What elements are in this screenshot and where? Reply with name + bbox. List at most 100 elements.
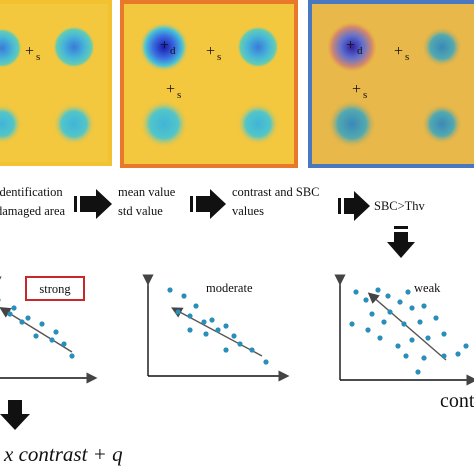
- thermal-image-panel-2: + d + s + s: [120, 0, 298, 168]
- panel-2-plus-mark-3: +: [166, 81, 175, 98]
- panel-2-frame: [120, 0, 298, 168]
- scatter-plot-moderate: moderate: [142, 274, 290, 382]
- scatter-point: [395, 343, 401, 349]
- scatter-point: [237, 341, 243, 347]
- panel-3-spot-bottom-right: [422, 104, 462, 144]
- scatter-point: [201, 319, 207, 325]
- scatter-point: [11, 305, 17, 311]
- scatter-point: [7, 311, 13, 317]
- scatter-point: [441, 331, 447, 337]
- scatter-point: [401, 321, 407, 327]
- scatter-point: [223, 347, 229, 353]
- arrow-right-icon: [190, 189, 226, 219]
- scatter-point: [49, 337, 55, 343]
- scatter-point: [405, 289, 411, 295]
- scatter-point: [33, 333, 39, 339]
- panel-1-spot-top-left: [0, 28, 22, 68]
- panel-2-marker-3: s: [177, 89, 181, 101]
- scatter-point: [421, 303, 427, 309]
- scatter-point: [349, 321, 355, 327]
- scatter-point: [175, 309, 181, 315]
- scatter-point: [441, 353, 447, 359]
- arrow-down-icon: [387, 226, 415, 258]
- scatter-point: [193, 303, 199, 309]
- panel-3-frame: [308, 0, 474, 168]
- panel-2-spot-bottom-left: [140, 100, 188, 148]
- scatter-point: [25, 315, 31, 321]
- scatter-point: [377, 335, 383, 341]
- panel-1-spot-bottom-left: [0, 104, 22, 144]
- plot-2-points: [167, 287, 269, 365]
- strong-label-box: [25, 276, 85, 301]
- panel-3-spot-top-right: [422, 27, 462, 67]
- plot-1-points: [0, 298, 75, 359]
- step-4-label: SBC>Thv: [374, 199, 426, 213]
- scatter-point: [181, 293, 187, 299]
- arrow-right-icon: [338, 191, 370, 221]
- scatter-point: [167, 287, 173, 293]
- panel-2-spot-damaged: [139, 22, 189, 72]
- scatter-point: [53, 329, 59, 335]
- scatter-point: [397, 299, 403, 305]
- plot-3-label: weak: [414, 281, 441, 295]
- panel-1-spot-top-right: [53, 26, 95, 68]
- scatter-point: [363, 297, 369, 303]
- panel-3-background: [308, 0, 474, 168]
- panel-3-plus-mark-2: +: [394, 43, 403, 60]
- thermal-image-panel-1: + s: [0, 0, 112, 166]
- panel-2-plus-mark-1: +: [160, 37, 169, 54]
- scatter-point: [425, 335, 431, 341]
- step-1-line-1: identification: [0, 185, 63, 199]
- step-3-line-1: contrast and SBC: [232, 185, 320, 199]
- scatter-point: [249, 347, 255, 353]
- scatter-point: [421, 355, 427, 361]
- step-1-line-2: damaged area: [0, 204, 66, 218]
- scatter-plot-weak: weak: [334, 274, 474, 386]
- scatter-point: [223, 323, 229, 329]
- regression-formula: x contrast + q: [3, 442, 123, 466]
- scatter-point: [387, 309, 393, 315]
- panel-3-spot-damaged: [327, 22, 377, 72]
- scatter-point: [375, 287, 381, 293]
- scatter-point: [433, 315, 439, 321]
- arrow-right-icon: [74, 189, 112, 219]
- panel-3-marker-2: s: [405, 51, 409, 63]
- scatter-point: [187, 327, 193, 333]
- plot-1-trend-line: [0, 307, 73, 353]
- panel-3-marker-3: s: [363, 89, 367, 101]
- scatter-point: [263, 359, 269, 365]
- panel-2-spot-top-right: [237, 26, 279, 68]
- scatter-point: [365, 327, 371, 333]
- scatter-plot-strong: strong: [0, 276, 98, 384]
- panel-3-plus-mark-1: +: [346, 37, 355, 54]
- scatter-point: [403, 353, 409, 359]
- scatter-point: [39, 321, 45, 327]
- scatter-point: [409, 337, 415, 343]
- thermal-image-panel-3: + d + s + s: [308, 0, 474, 168]
- step-2-line-1: mean value: [118, 185, 176, 199]
- panel-3-marker-1: d: [357, 45, 363, 57]
- scatter-point: [385, 293, 391, 299]
- scatter-point: [215, 327, 221, 333]
- scatter-point: [209, 317, 215, 323]
- scatter-point: [0, 298, 1, 302]
- panel-2-spot-bottom-right: [237, 103, 279, 145]
- scatter-point: [455, 351, 461, 357]
- panel-1-plus-mark: +: [25, 43, 34, 60]
- panel-1-frame: [0, 0, 112, 166]
- panel-2-marker-2: s: [217, 51, 221, 63]
- scatter-point: [203, 331, 209, 337]
- panel-2-background: [120, 0, 298, 168]
- plot-3-trend-line: [367, 292, 447, 361]
- scatter-point: [61, 341, 67, 347]
- step-2-line-2: std value: [118, 204, 163, 218]
- scatter-point: [369, 311, 375, 317]
- panel-2-marker-1: d: [170, 45, 176, 57]
- arrow-down-icon: [0, 400, 30, 430]
- scatter-point: [69, 353, 75, 359]
- panel-1-spot-bottom-right: [53, 103, 95, 145]
- scatter-point: [415, 369, 421, 375]
- scatter-point: [231, 333, 237, 339]
- panel-3-plus-mark-3: +: [352, 81, 361, 98]
